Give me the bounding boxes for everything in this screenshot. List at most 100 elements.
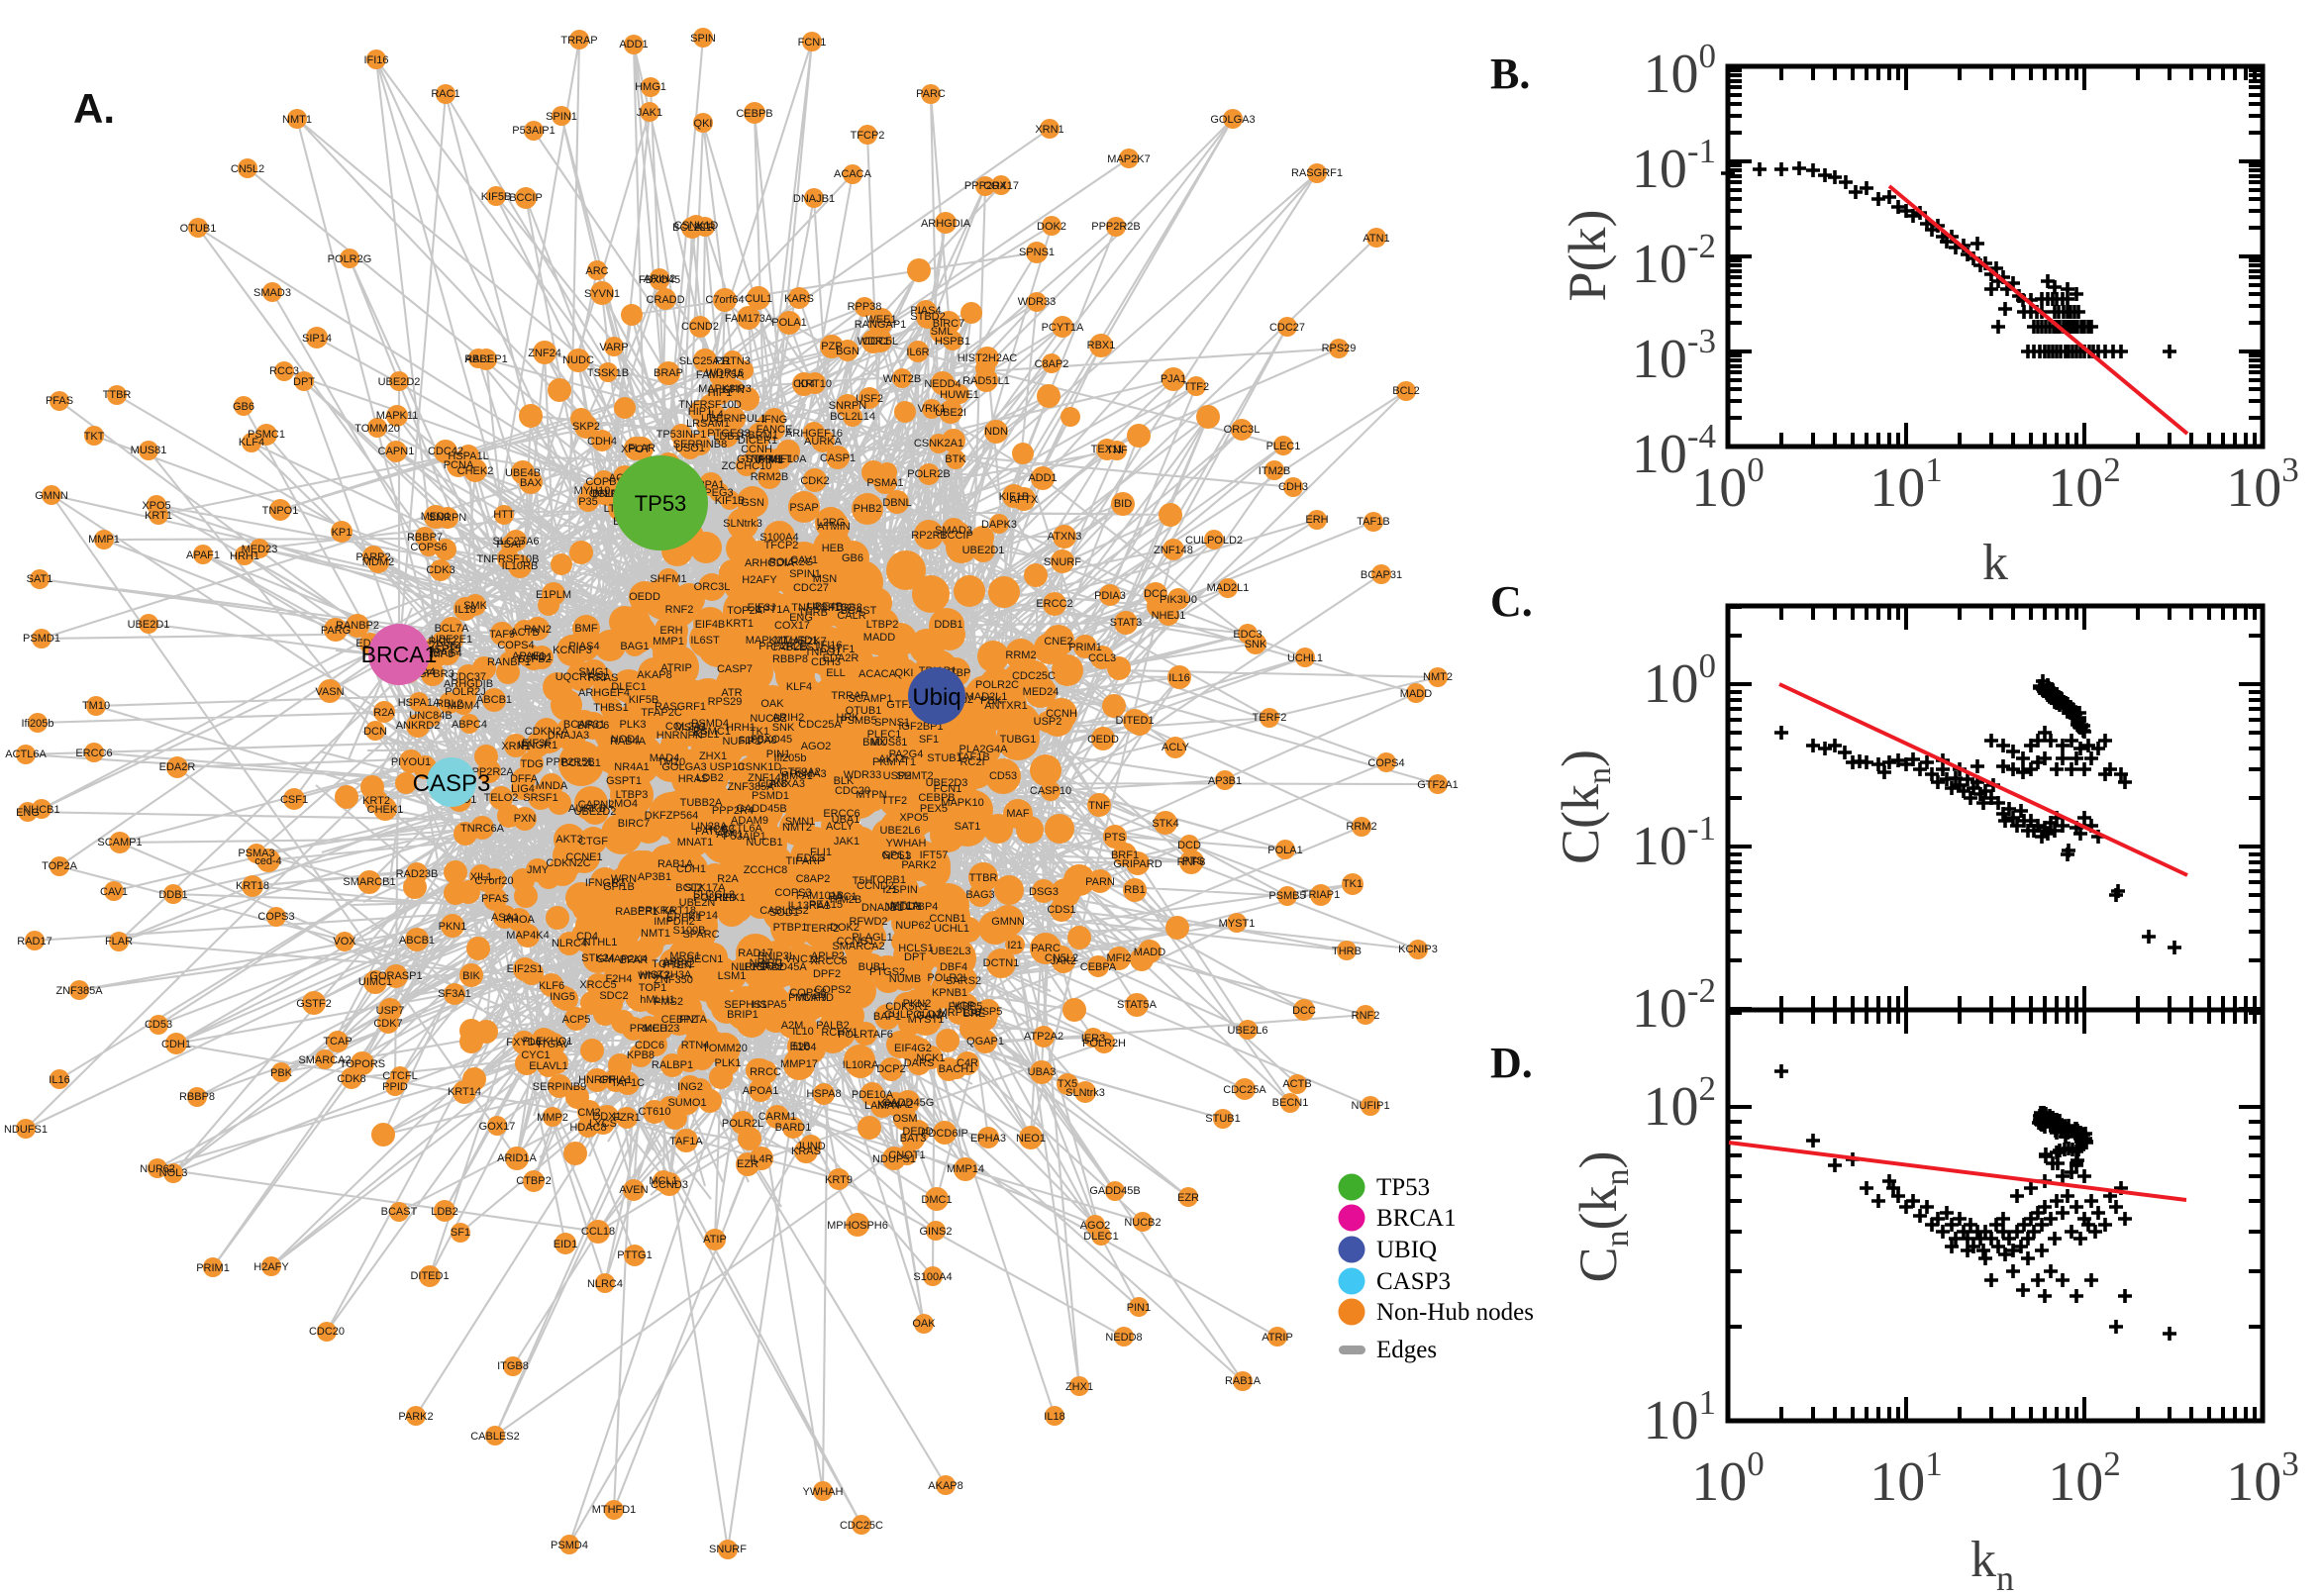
svg-text:HRK: HRK (836, 712, 859, 724)
svg-text:CDC25C: CDC25C (840, 1520, 883, 1532)
svg-text:JAK1: JAK1 (637, 107, 662, 119)
svg-text:BRCA1: BRCA1 (361, 642, 438, 667)
svg-text:IL6ST: IL6ST (690, 635, 720, 647)
svg-text:C(kn): C(kn) (1551, 749, 1618, 864)
svg-text:RAB4A: RAB4A (610, 736, 647, 748)
svg-text:SF1: SF1 (919, 734, 939, 746)
svg-text:TOP2A: TOP2A (42, 860, 78, 872)
svg-text:VRK1: VRK1 (918, 403, 947, 415)
svg-text:CDC27: CDC27 (1269, 322, 1305, 334)
svg-text:ADD1: ADD1 (1028, 472, 1057, 484)
svg-text:PTEN: PTEN (662, 959, 691, 971)
svg-text:MAD2L1: MAD2L1 (1207, 582, 1250, 594)
svg-text:ACTB: ACTB (510, 627, 539, 639)
svg-text:RBBP8: RBBP8 (179, 1091, 215, 1103)
svg-text:CASP3: CASP3 (1376, 1268, 1451, 1295)
svg-text:OCLN: OCLN (589, 488, 620, 500)
svg-text:RBBP8: RBBP8 (772, 653, 808, 665)
svg-text:SPNS1: SPNS1 (1019, 247, 1055, 258)
svg-text:FAM173A: FAM173A (725, 313, 773, 325)
svg-text:PPP2R4: PPP2R4 (964, 180, 1006, 192)
svg-text:ARIH2: ARIH2 (644, 273, 675, 285)
svg-text:DCC: DCC (1144, 588, 1167, 600)
svg-text:EDC3: EDC3 (1233, 629, 1262, 641)
svg-text:POLR2L: POLR2L (722, 1118, 763, 1130)
svg-text:UBE2I: UBE2I (935, 407, 966, 419)
svg-text:OTUB1: OTUB1 (846, 705, 882, 717)
svg-text:EID1: EID1 (554, 1239, 577, 1250)
svg-text:EZR: EZR (737, 1158, 758, 1170)
svg-text:RABEP1: RABEP1 (615, 906, 657, 918)
svg-text:PARK2: PARK2 (901, 859, 936, 871)
svg-text:DITED1: DITED1 (410, 1270, 449, 1282)
svg-text:PTTG1: PTTG1 (617, 1249, 652, 1261)
svg-text:P53AIP1: P53AIP1 (512, 125, 555, 137)
svg-text:UCHL1: UCHL1 (934, 923, 969, 935)
svg-text:CD4: CD4 (576, 931, 598, 943)
svg-text:CDC25A: CDC25A (798, 719, 842, 731)
svg-text:HUWE1: HUWE1 (940, 389, 979, 401)
svg-text:KRT18: KRT18 (662, 905, 696, 917)
svg-text:RANGAP1: RANGAP1 (855, 319, 907, 331)
svg-text:PIN1: PIN1 (1127, 1302, 1151, 1314)
svg-text:MCL1: MCL1 (649, 1175, 677, 1187)
svg-text:PIM1: PIM1 (758, 454, 783, 466)
svg-text:ZNF24: ZNF24 (528, 348, 561, 359)
svg-text:TFCP2: TFCP2 (851, 130, 885, 142)
svg-text:SMARCA2: SMARCA2 (298, 1054, 351, 1066)
svg-text:BIRC7: BIRC7 (933, 318, 964, 330)
svg-text:WDR33: WDR33 (844, 769, 882, 781)
svg-text:UBE2D2: UBE2D2 (574, 806, 617, 818)
svg-text:D.: D. (1490, 1039, 1533, 1087)
svg-text:MMP17: MMP17 (780, 1058, 818, 1070)
svg-text:BLK: BLK (834, 775, 855, 787)
svg-text:TNRC6A: TNRC6A (460, 823, 505, 835)
svg-text:PSMC1: PSMC1 (693, 726, 731, 738)
svg-text:COPS4: COPS4 (497, 640, 534, 651)
svg-text:SPIN: SPIN (690, 33, 716, 45)
svg-text:LYCS: LYCS (589, 1118, 617, 1130)
svg-text:PSMA3: PSMA3 (789, 768, 826, 780)
svg-text:DDB1: DDB1 (158, 889, 187, 901)
svg-text:CCND2: CCND2 (857, 880, 894, 892)
svg-text:UBA1: UBA1 (832, 814, 860, 826)
svg-text:EPPK1: EPPK1 (666, 912, 701, 924)
svg-text:KRT1: KRT1 (145, 510, 172, 522)
svg-text:PSAP: PSAP (496, 539, 525, 550)
svg-text:USP7: USP7 (376, 1005, 405, 1017)
svg-text:BAP1: BAP1 (873, 1011, 901, 1023)
svg-text:USO1: USO1 (675, 443, 705, 454)
svg-text:CDC20: CDC20 (309, 1326, 345, 1338)
svg-text:KIF5B: KIF5B (481, 191, 512, 203)
svg-text:MYST1: MYST1 (1219, 918, 1256, 930)
svg-text:PRKRA: PRKRA (638, 905, 676, 917)
svg-text:IL4: IL4 (708, 409, 723, 421)
svg-text:XRN1: XRN1 (1035, 124, 1063, 136)
svg-text:SIP14: SIP14 (688, 910, 718, 922)
svg-text:CDH4: CDH4 (587, 436, 617, 448)
svg-text:ced-4: ced-4 (254, 855, 282, 867)
svg-text:USF2: USF2 (856, 393, 883, 405)
svg-text:NMT2: NMT2 (1423, 671, 1453, 683)
svg-text:BID: BID (1114, 498, 1132, 510)
svg-text:XRCC5: XRCC5 (579, 979, 616, 991)
svg-text:MAP2K7: MAP2K7 (783, 636, 826, 648)
svg-text:TFAP2C: TFAP2C (641, 707, 682, 719)
svg-text:HMG1: HMG1 (781, 770, 813, 782)
svg-text:S100A4: S100A4 (913, 1271, 952, 1283)
svg-text:BRAP: BRAP (654, 367, 683, 379)
svg-text:STAT5A: STAT5A (1117, 999, 1158, 1011)
svg-text:KPNB1: KPNB1 (932, 987, 967, 999)
svg-text:C8AP2: C8AP2 (1035, 358, 1069, 370)
svg-text:RB1: RB1 (1124, 884, 1145, 896)
svg-text:TOMM20: TOMM20 (702, 1043, 748, 1054)
svg-text:COPS3: COPS3 (257, 911, 294, 923)
svg-text:COX17: COX17 (774, 620, 810, 632)
svg-text:PSMD1: PSMD1 (23, 633, 60, 645)
svg-text:STUB1: STUB1 (1205, 1113, 1240, 1125)
svg-text:USP2: USP2 (1034, 716, 1062, 728)
svg-text:F2H4: F2H4 (606, 973, 633, 985)
svg-text:WNT2B: WNT2B (883, 373, 922, 385)
svg-text:PLK1: PLK1 (715, 1057, 742, 1069)
svg-text:MUS81: MUS81 (871, 737, 908, 748)
